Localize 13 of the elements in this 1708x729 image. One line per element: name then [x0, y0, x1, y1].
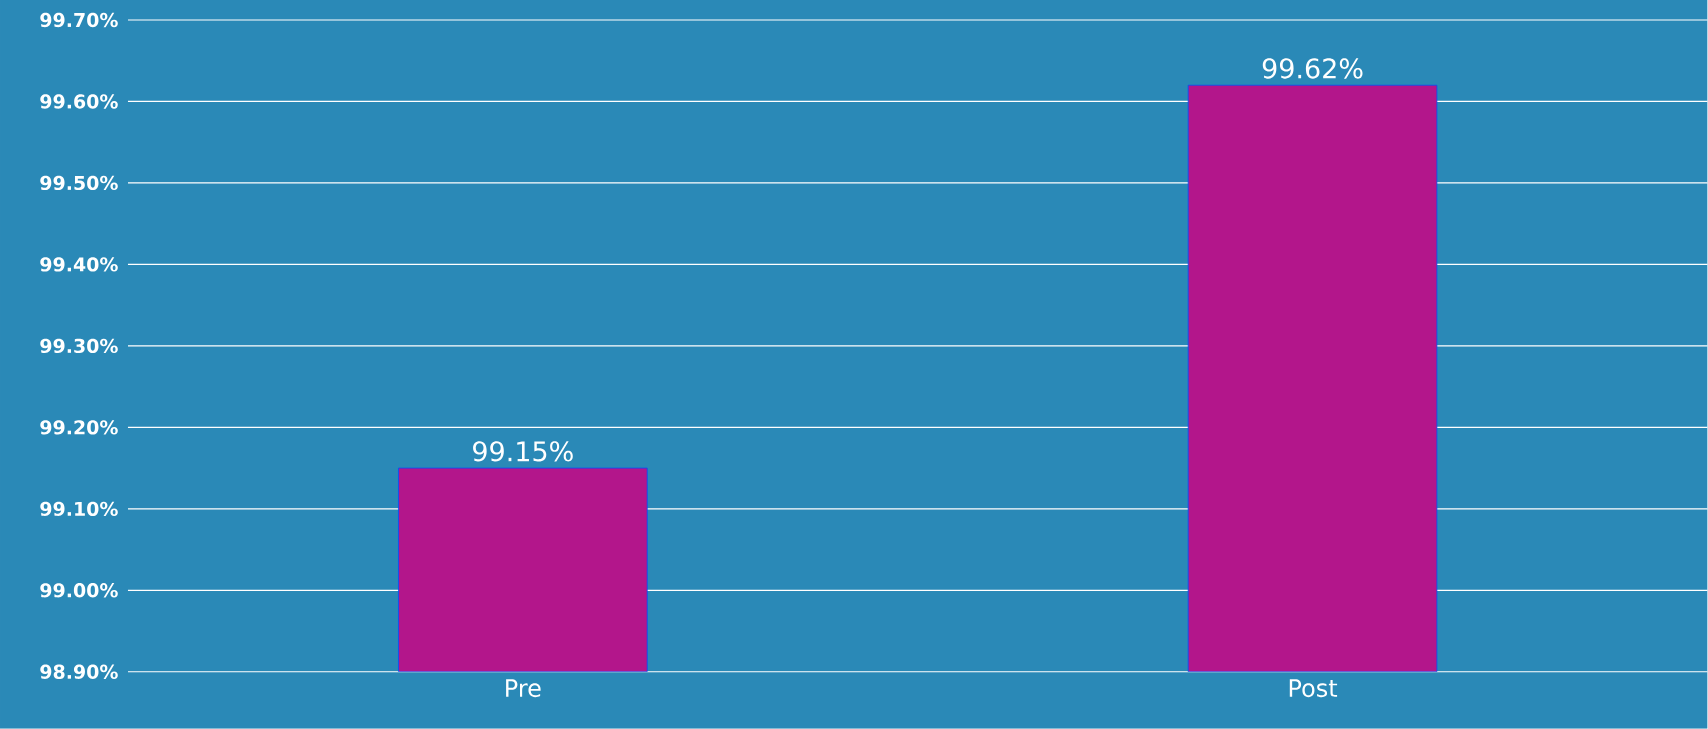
y-tick-label: 99.50%	[40, 175, 118, 191]
x-tick-label: Post	[1289, 679, 1338, 698]
y-tick-label: 99.20%	[40, 420, 118, 435]
y-tick-label: 99.60%	[40, 94, 118, 109]
data-label: 99.15%	[473, 441, 573, 462]
y-tick-label: 99.30%	[40, 338, 118, 354]
data-label: 99.62%	[1262, 58, 1363, 79]
y-tick-label: 99.10%	[40, 501, 118, 517]
y-tick-label: 99.70%	[40, 12, 118, 28]
y-tick-label: 99.40%	[40, 257, 118, 272]
x-tick-label: Pre	[506, 679, 541, 698]
y-tick-label: 98.90%	[40, 664, 118, 680]
y-tick-label: 99.00%	[40, 583, 118, 598]
